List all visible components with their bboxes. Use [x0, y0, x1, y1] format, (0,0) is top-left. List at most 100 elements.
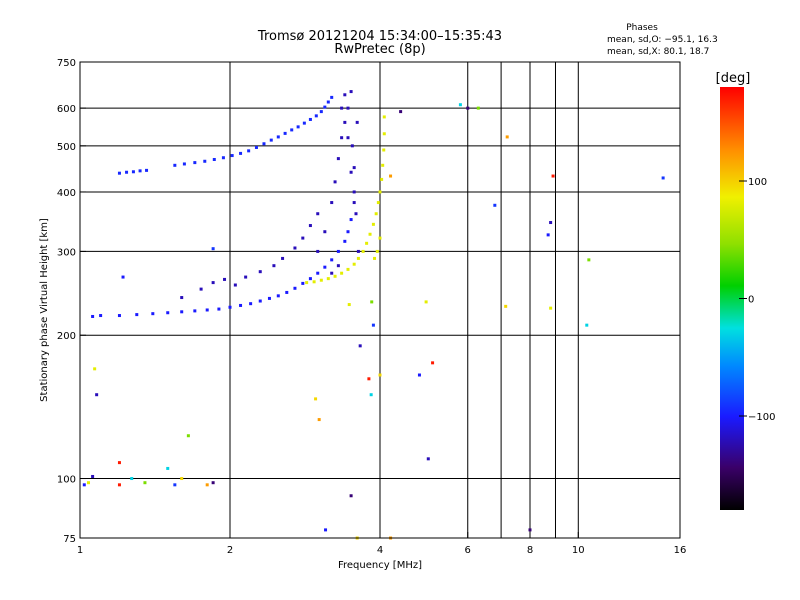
data-point	[193, 161, 197, 165]
phase-stats-heading: Phases	[626, 23, 658, 33]
data-point	[285, 290, 289, 294]
x-axis-label: Frequency [MHz]	[338, 560, 422, 571]
x-tick-label: 6	[465, 545, 471, 556]
data-point	[296, 125, 300, 129]
y-tick-label: 200	[57, 331, 76, 342]
data-point	[308, 224, 312, 228]
data-point	[367, 377, 371, 381]
data-point	[308, 117, 312, 121]
data-point	[333, 274, 337, 278]
x-axis-ticks: 1 2 4 6 8 10 16	[77, 532, 687, 556]
data-point	[199, 287, 203, 291]
y-axis-label: Stationary phase Virtual Height [km]	[39, 218, 50, 402]
data-point	[369, 393, 373, 397]
data-point	[173, 163, 177, 167]
y-tick-label: 750	[57, 58, 76, 69]
data-point	[349, 170, 353, 174]
data-point	[135, 313, 139, 317]
data-point	[352, 201, 356, 205]
data-point	[349, 218, 353, 222]
data-point	[349, 90, 353, 94]
data-point	[352, 262, 356, 266]
data-point	[349, 494, 353, 498]
data-point	[326, 277, 330, 281]
x-tick-label: 1	[77, 545, 83, 556]
data-point	[117, 314, 121, 318]
colorbar-ticks: 100 0 −100	[739, 177, 775, 423]
data-point	[262, 142, 266, 146]
data-point	[354, 212, 358, 216]
data-point	[458, 103, 462, 107]
data-point	[316, 212, 320, 216]
data-point	[117, 461, 121, 465]
chart-subtitle: RwPretec (8p)	[334, 42, 425, 57]
data-point	[269, 138, 273, 142]
data-point	[370, 300, 374, 304]
data-point	[417, 373, 421, 377]
data-point	[308, 277, 312, 281]
data-point	[336, 157, 340, 161]
data-point	[356, 249, 360, 253]
data-point	[145, 168, 149, 172]
data-point	[258, 299, 262, 303]
data-point	[382, 132, 386, 136]
data-point	[228, 305, 232, 309]
data-point	[378, 236, 382, 240]
data-point	[293, 286, 297, 290]
data-point	[223, 277, 227, 281]
data-point	[221, 156, 225, 160]
data-point	[180, 477, 184, 481]
data-point	[173, 483, 177, 487]
data-point	[166, 466, 170, 470]
y-tick-label: 500	[57, 142, 76, 153]
data-point	[333, 180, 337, 184]
data-point	[305, 281, 309, 285]
colorbar-tick-label: −100	[748, 412, 775, 423]
data-point	[272, 264, 276, 268]
data-point	[205, 308, 209, 312]
data-point	[476, 106, 480, 110]
data-point	[91, 474, 95, 478]
data-point	[247, 149, 251, 153]
data-points	[82, 90, 665, 540]
data-point	[352, 166, 356, 170]
data-point	[585, 323, 589, 327]
data-point	[258, 270, 262, 274]
data-point	[343, 93, 347, 97]
x-tick-label: 16	[674, 545, 687, 556]
data-point	[316, 271, 320, 275]
y-tick-label: 400	[57, 188, 76, 199]
data-point	[211, 247, 215, 251]
data-point	[323, 230, 327, 234]
data-point	[312, 280, 316, 284]
data-point	[290, 128, 294, 132]
data-point	[326, 100, 330, 104]
data-point	[358, 344, 362, 348]
data-point	[336, 249, 340, 253]
data-point	[323, 105, 327, 109]
data-point	[276, 294, 280, 298]
data-point	[244, 275, 248, 279]
data-point	[343, 239, 347, 243]
y-tick-label: 75	[63, 534, 76, 545]
data-point	[86, 481, 90, 485]
data-point	[551, 174, 555, 178]
data-point	[374, 212, 378, 216]
data-point	[346, 267, 350, 271]
data-point	[368, 232, 372, 236]
data-point	[371, 323, 375, 327]
data-point	[182, 162, 186, 166]
data-point	[587, 258, 591, 262]
data-point	[375, 249, 379, 253]
data-point	[276, 135, 280, 139]
data-point	[466, 106, 470, 110]
data-point	[212, 157, 216, 161]
y-tick-label: 100	[57, 475, 76, 486]
data-point	[151, 312, 155, 316]
data-point	[336, 264, 340, 268]
data-point	[281, 256, 285, 260]
data-point	[431, 361, 435, 365]
data-point	[343, 120, 347, 124]
data-point	[382, 148, 386, 152]
